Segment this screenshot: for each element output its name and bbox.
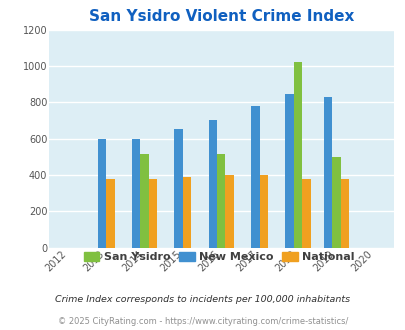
Bar <box>217 154 225 248</box>
Bar <box>98 139 106 248</box>
Bar <box>208 120 217 248</box>
Bar <box>106 180 114 248</box>
Title: San Ysidro Violent Crime Index: San Ysidro Violent Crime Index <box>88 9 353 24</box>
Bar <box>301 179 310 248</box>
Bar <box>183 177 191 248</box>
Bar <box>259 175 267 248</box>
Bar <box>293 62 301 248</box>
Text: © 2025 CityRating.com - https://www.cityrating.com/crime-statistics/: © 2025 CityRating.com - https://www.city… <box>58 317 347 326</box>
Bar <box>132 139 140 248</box>
Bar <box>340 179 348 248</box>
Bar <box>323 97 331 248</box>
Text: Crime Index corresponds to incidents per 100,000 inhabitants: Crime Index corresponds to incidents per… <box>55 295 350 304</box>
Bar <box>225 175 233 248</box>
Bar <box>331 157 340 248</box>
Bar <box>251 106 259 248</box>
Bar <box>174 129 183 248</box>
Bar <box>285 94 293 248</box>
Bar <box>149 179 157 248</box>
Bar <box>140 154 148 248</box>
Legend: San Ysidro, New Mexico, National: San Ysidro, New Mexico, National <box>79 248 358 267</box>
